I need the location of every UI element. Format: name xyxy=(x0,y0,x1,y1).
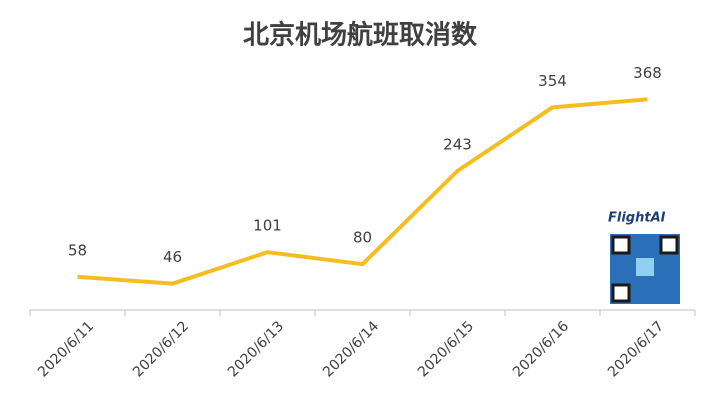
x-tick-label: 2020/6/17 xyxy=(605,318,667,380)
x-tick-label: 2020/6/16 xyxy=(510,318,572,380)
watermark-logo: FlightAI xyxy=(608,211,680,304)
data-label: 58 xyxy=(68,241,87,259)
qr-finder xyxy=(611,235,631,255)
watermark-text: FlightAI xyxy=(608,211,666,226)
data-label: 101 xyxy=(253,217,282,235)
chart-title: 北京机场航班取消数 xyxy=(243,20,478,51)
x-tick-label: 2020/6/15 xyxy=(415,318,477,380)
data-label: 368 xyxy=(633,64,662,82)
x-tick-label: 2020/6/14 xyxy=(320,318,382,380)
x-tick-label: 2020/6/12 xyxy=(130,318,192,380)
x-tick-label: 2020/6/13 xyxy=(225,318,287,380)
qr-finder xyxy=(659,235,679,255)
line xyxy=(77,97,648,286)
qr-center xyxy=(636,258,654,276)
data-label: 354 xyxy=(538,72,567,90)
x-tick-label: 2020/6/11 xyxy=(35,318,97,380)
qr-finder xyxy=(611,283,631,303)
data-label: 46 xyxy=(163,248,182,266)
data-label: 243 xyxy=(443,135,472,153)
data-label: 80 xyxy=(353,229,372,247)
